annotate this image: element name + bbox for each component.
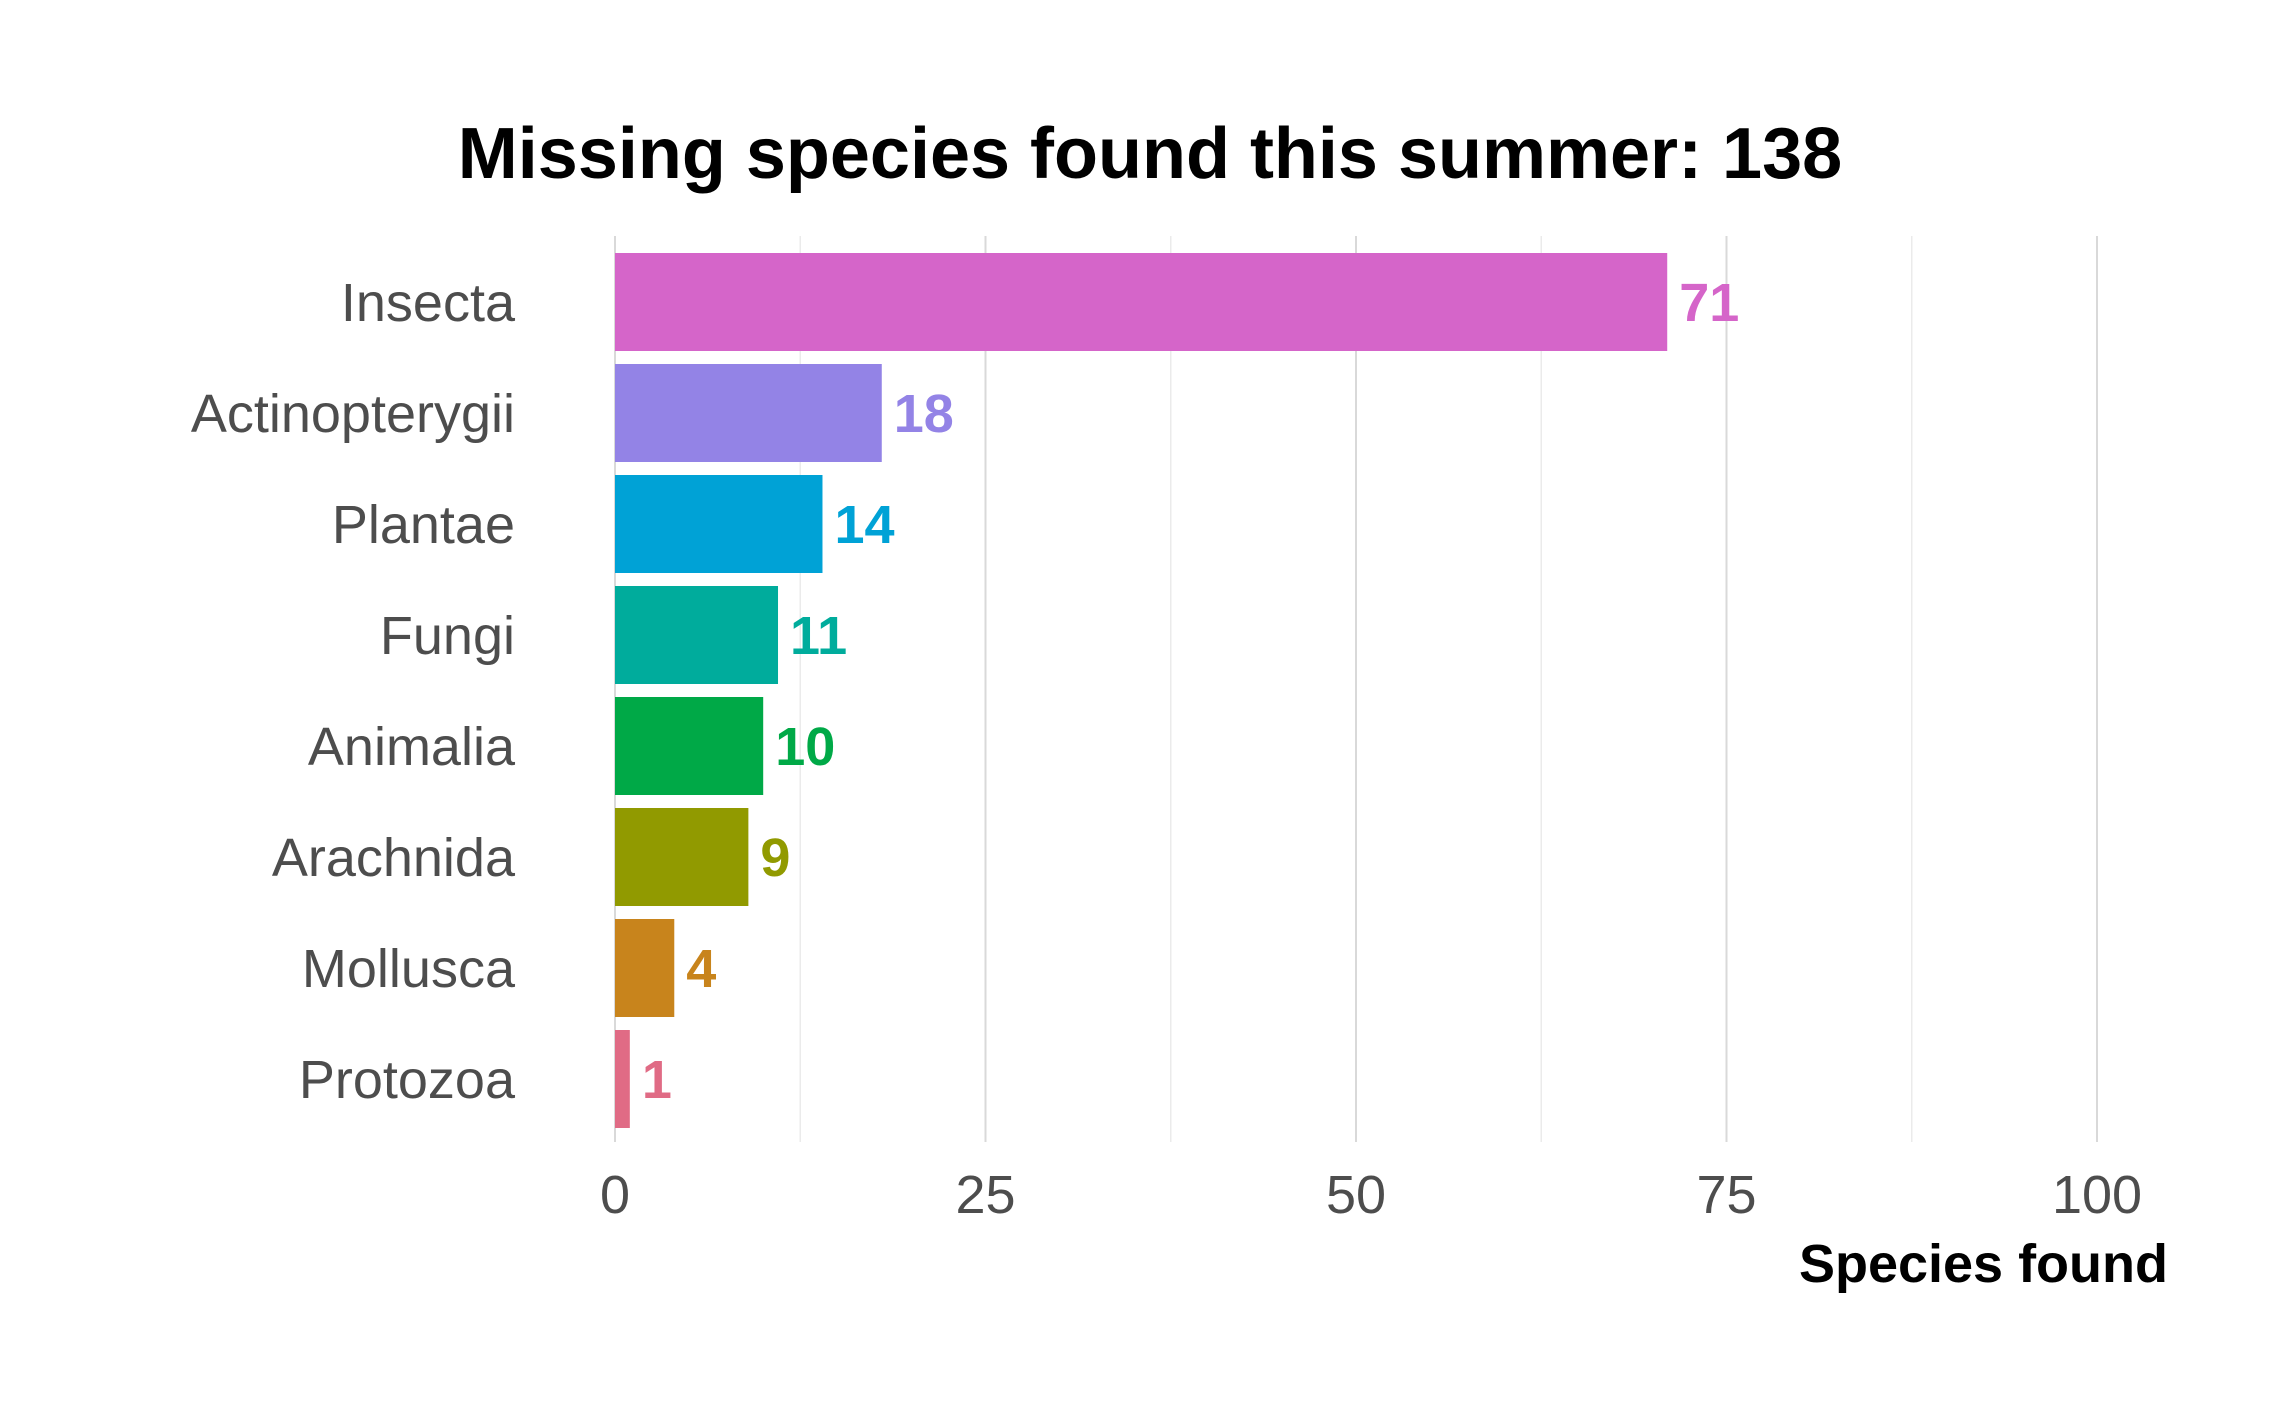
category-label-fungi: Fungi (380, 606, 515, 666)
value-label-animalia: 10 (775, 717, 835, 777)
category-label-plantae: Plantae (332, 495, 515, 555)
category-label-animalia: Animalia (308, 717, 516, 777)
category-label-mollusca: Mollusca (302, 939, 516, 999)
value-label-arachnida: 9 (760, 828, 790, 888)
value-label-mollusca: 4 (686, 939, 716, 999)
category-labels: Insecta Actinopterygii Plantae Fungi Animali… (191, 273, 516, 1110)
bars (615, 253, 1668, 1128)
bar-animalia (615, 697, 764, 795)
value-label-plantae: 14 (834, 495, 894, 555)
x-tick-label: 75 (1696, 1165, 1756, 1225)
category-label-insecta: Insecta (341, 273, 516, 333)
value-label-protozoa: 1 (642, 1050, 672, 1110)
value-label-insecta: 71 (1679, 273, 1739, 333)
category-label-protozoa: Protozoa (299, 1050, 516, 1110)
x-tick-label: 100 (2052, 1165, 2142, 1225)
value-label-fungi: 11 (790, 606, 847, 666)
x-tick-label: 25 (955, 1165, 1015, 1225)
category-label-actinopterygii: Actinopterygii (191, 384, 515, 444)
bar-actinopterygii (615, 364, 882, 462)
bar-insecta (615, 253, 1668, 351)
x-tick-label: 50 (1326, 1165, 1386, 1225)
value-label-actinopterygii: 18 (894, 384, 954, 444)
x-axis-title: Species found (1799, 1234, 2168, 1294)
bar-fungi (615, 586, 779, 684)
chart-title: Missing species found this summer: 138 (458, 114, 1842, 194)
bar-arachnida (615, 808, 749, 906)
bar-plantae (615, 475, 823, 573)
x-tick-labels: 0 25 50 75 100 (600, 1165, 2142, 1225)
x-tick-label: 0 (600, 1165, 630, 1225)
category-label-arachnida: Arachnida (272, 828, 516, 888)
bar-protozoa (615, 1030, 630, 1128)
bar-mollusca (615, 919, 675, 1017)
